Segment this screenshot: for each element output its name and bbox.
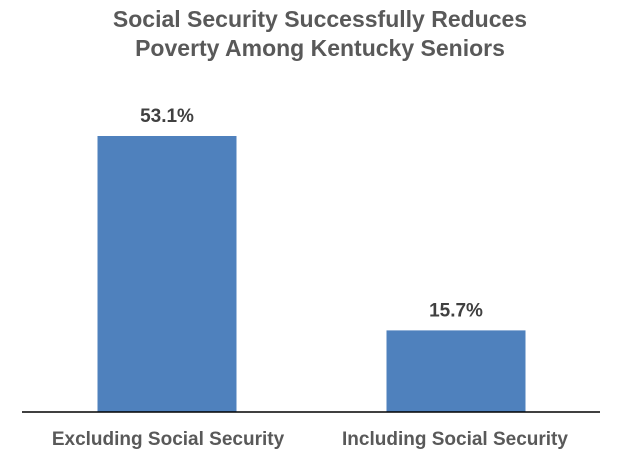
chart-title-line-1: Social Security Successfully Reduces: [113, 6, 527, 32]
bar-2: [386, 330, 526, 412]
chart-title-line-2: Poverty Among Kentucky Seniors: [135, 35, 505, 61]
data-label-2: 15.7%: [429, 300, 483, 321]
category-label-1: Excluding Social Security: [52, 429, 285, 450]
bar-1: [97, 136, 237, 412]
category-label-2: Including Social Security: [342, 429, 568, 450]
bars-group: 53.1% Excluding Social Security 15.7% Inclu…: [52, 106, 569, 450]
data-label-1: 53.1%: [140, 106, 194, 127]
